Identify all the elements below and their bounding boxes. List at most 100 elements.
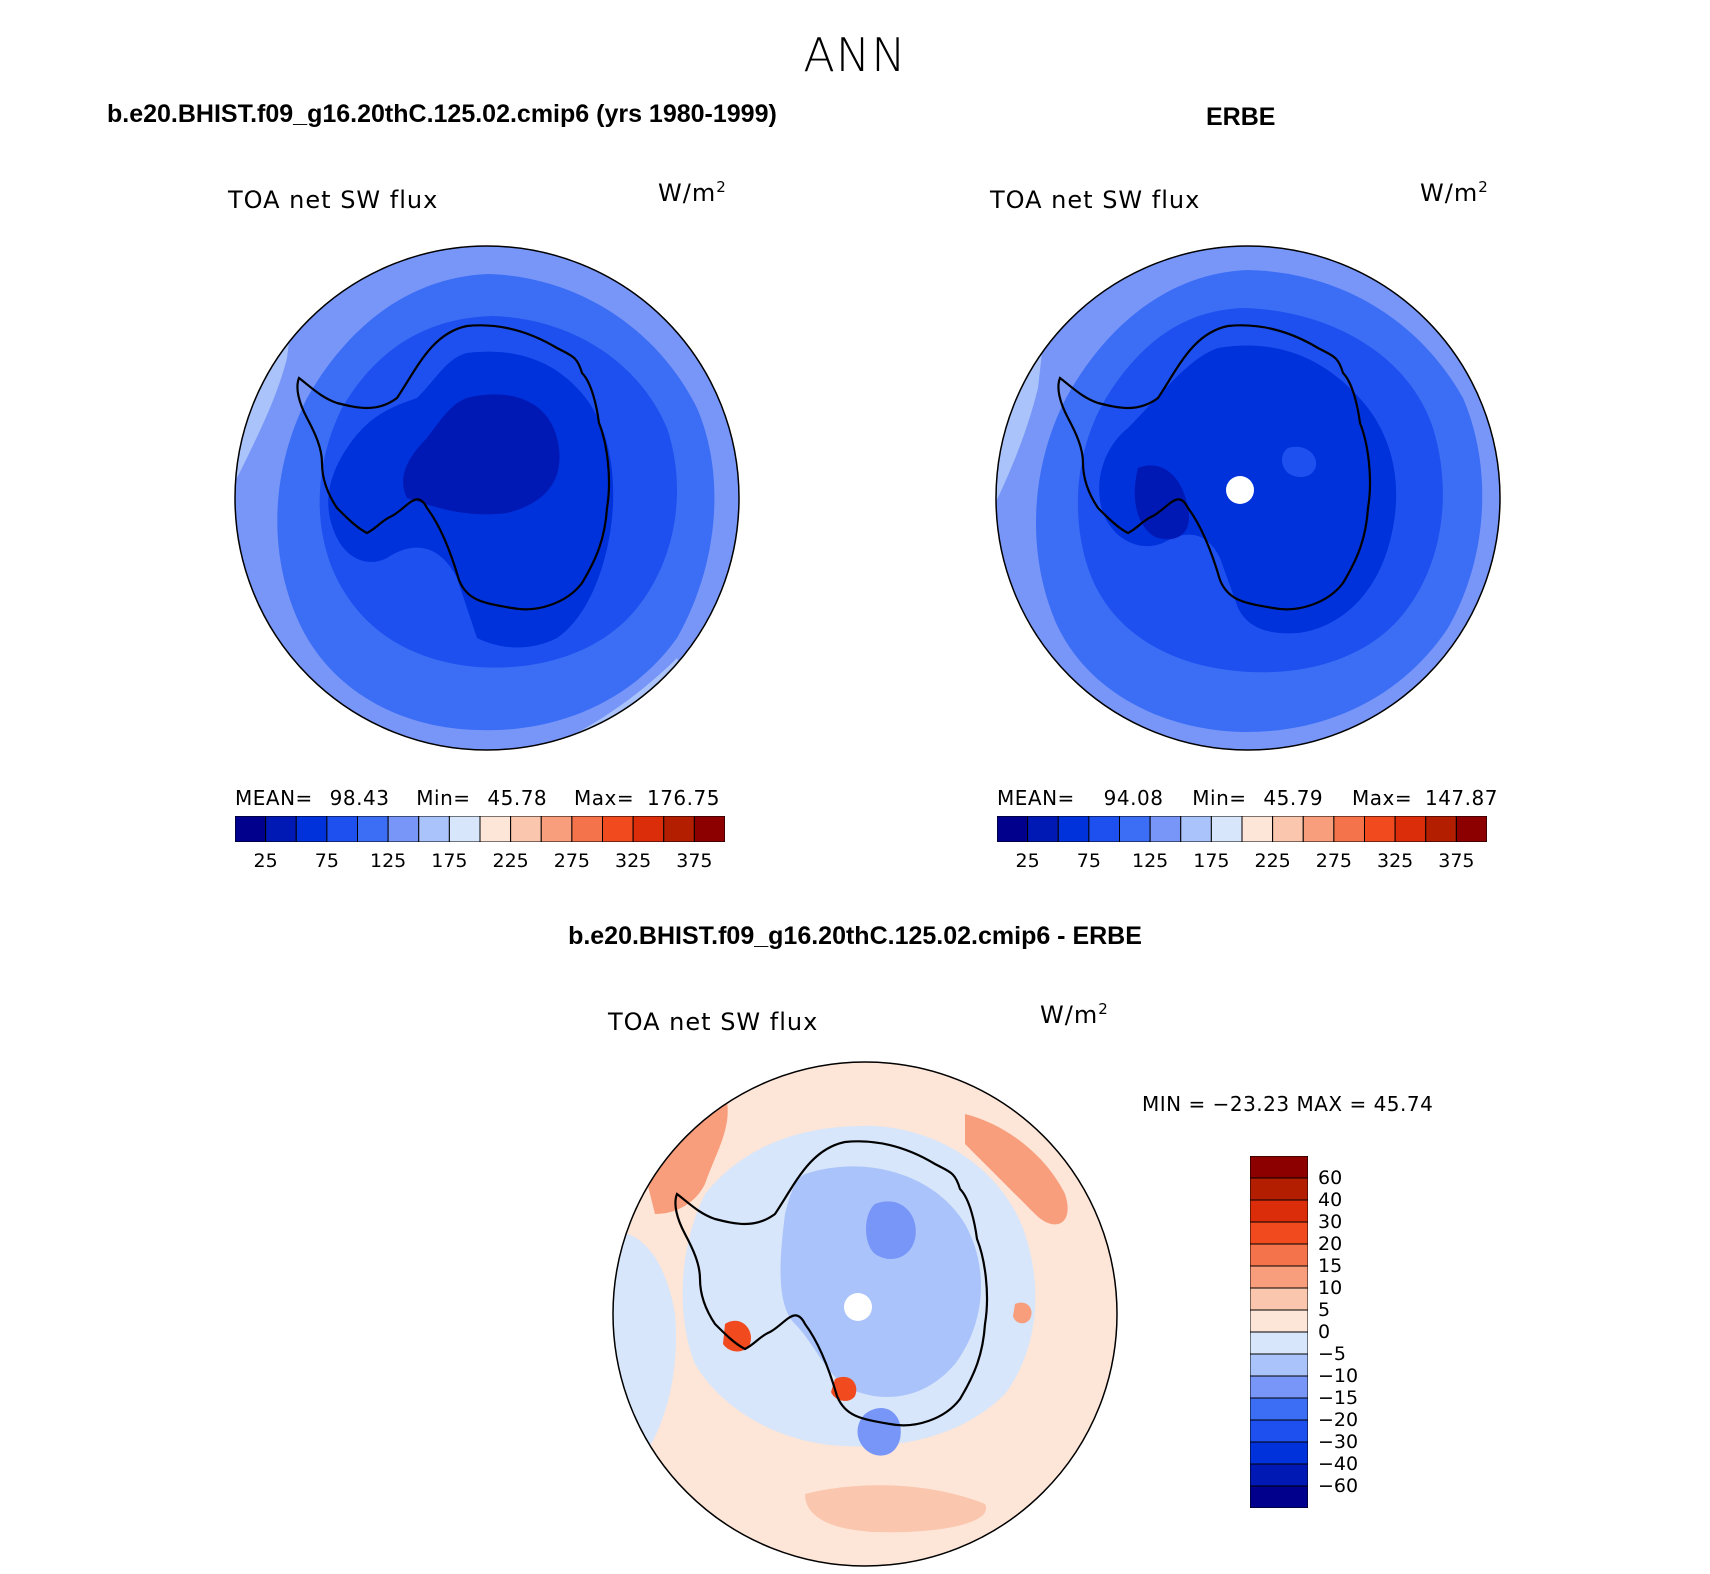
model-colorbar-swatch — [448, 816, 481, 842]
model-colorbar-swatch — [571, 816, 603, 842]
diff-units-label: W/m2 — [1040, 1000, 1109, 1029]
obs-deep-region — [1134, 465, 1189, 540]
model-colorbar-tick: 325 — [614, 850, 652, 872]
model-colorbar-tick: 275 — [553, 850, 591, 872]
model-colorbar-swatch — [510, 816, 542, 842]
obs-colorbar-tick: 75 — [1076, 850, 1101, 872]
model-colorbar-ticks: 25 75 125 175 225 275 325 375 — [235, 850, 725, 876]
diff-colorbar-tick: −30 — [1318, 1431, 1359, 1453]
obs-colorbar-tick: 25 — [1015, 850, 1040, 872]
obs-colorbar-swatch — [997, 816, 1029, 842]
diff-stats: MIN = −23.23 MAX = 45.74 — [1142, 1092, 1434, 1116]
diff-colorbar-swatch — [1250, 1353, 1308, 1377]
diff-mid-blue-interior — [780, 1166, 982, 1397]
model-min-value: 45.78 — [487, 786, 548, 810]
diff-colorbar-tick: −5 — [1318, 1343, 1347, 1365]
diff-coastline — [674, 1140, 989, 1427]
obs-colorbar-swatch — [1149, 816, 1182, 842]
diff-red-patch — [723, 1320, 751, 1352]
model-colorbar-swatch — [418, 816, 450, 842]
obs-colorbar-swatch — [1425, 816, 1457, 842]
diff-colorbar — [1250, 1156, 1308, 1508]
model-colorbar-swatch — [387, 816, 420, 842]
obs-colorbar-swatch — [1455, 816, 1487, 842]
model-mean-value: 98.43 — [329, 786, 390, 810]
obs-deep-region-2 — [1282, 446, 1317, 478]
diff-variable-label: TOA net SW flux — [608, 1008, 819, 1036]
diff-colorbar-tick: 5 — [1318, 1299, 1331, 1321]
diff-pole-hole — [844, 1293, 872, 1321]
diff-colorbar-swatch — [1250, 1156, 1308, 1179]
diff-panel-title: b.e20.BHIST.f09_g16.20thC.125.02.cmip6 -… — [568, 922, 1142, 950]
model-panel-title: b.e20.BHIST.f09_g16.20thC.125.02.cmip6 (… — [107, 100, 777, 128]
model-colorbar-swatch — [540, 816, 573, 842]
diff-colorbar-swatch — [1250, 1397, 1308, 1421]
model-variable-label: TOA net SW flux — [228, 186, 439, 214]
obs-colorbar-tick: 375 — [1438, 850, 1475, 872]
diff-colorbar-swatch — [1250, 1419, 1308, 1443]
diff-colorbar-swatch — [1250, 1309, 1308, 1333]
obs-colorbar-tick: 325 — [1376, 850, 1414, 872]
figure-title: ANN — [803, 28, 907, 82]
diff-colorbar-tick: −10 — [1318, 1365, 1359, 1387]
obs-colorbar-swatch — [1394, 816, 1427, 842]
model-colorbar-swatch — [632, 816, 665, 842]
diff-orange-east — [1013, 1302, 1032, 1324]
obs-colorbar-swatch — [1027, 816, 1059, 842]
model-max-value: 176.75 — [646, 786, 720, 810]
diff-orange-south — [805, 1485, 987, 1533]
diff-colorbar-swatch — [1250, 1221, 1308, 1245]
diff-colorbar-tick: 40 — [1318, 1189, 1343, 1211]
obs-panel-title: ERBE — [1206, 103, 1276, 131]
obs-colorbar-swatch — [1241, 816, 1274, 842]
diff-colorbar-tick: −40 — [1318, 1453, 1359, 1475]
diff-colorbar-swatch — [1250, 1441, 1308, 1465]
diff-colorbar-swatch — [1250, 1199, 1308, 1223]
obs-units-label: W/m2 — [1420, 178, 1489, 207]
obs-max-label: Max= — [1352, 786, 1413, 810]
model-units-label: W/m2 — [658, 178, 727, 207]
obs-colorbar-swatch — [1333, 816, 1365, 842]
obs-colorbar-tick: 175 — [1193, 850, 1230, 872]
diff-colorbar-tick: 15 — [1318, 1255, 1343, 1277]
obs-coastline — [1057, 324, 1372, 611]
obs-colorbar-swatch — [1302, 816, 1335, 842]
obs-pole-hole — [1226, 476, 1254, 504]
model-colorbar-tick: 375 — [676, 850, 713, 872]
diff-colorbar-swatch — [1250, 1177, 1308, 1201]
diff-colorbar-swatch — [1250, 1485, 1308, 1508]
obs-colorbar-swatch — [1180, 816, 1212, 842]
model-min-label: Min= — [416, 786, 471, 810]
model-stats: MEAN= 98.43 Min= 45.78 Max= 176.75 — [235, 786, 720, 810]
model-colorbar-swatch — [602, 816, 634, 842]
model-coastline — [296, 324, 611, 611]
diff-map — [612, 1061, 1118, 1567]
model-colorbar-tick: 25 — [253, 850, 278, 872]
diff-colorbar-tick: −15 — [1318, 1387, 1359, 1409]
model-colorbar-tick: 175 — [431, 850, 468, 872]
obs-colorbar — [997, 816, 1487, 842]
model-colorbar-swatch — [357, 816, 389, 842]
obs-mean-value: 94.08 — [1103, 786, 1164, 810]
obs-colorbar-tick: 125 — [1131, 850, 1169, 872]
diff-colorbar-swatch — [1250, 1375, 1308, 1399]
obs-colorbar-swatch — [1272, 816, 1304, 842]
model-colorbar-swatch — [235, 816, 267, 842]
obs-min-value: 45.79 — [1263, 786, 1324, 810]
diff-colorbar-swatch — [1250, 1331, 1308, 1355]
diff-colorbar-tick: 60 — [1318, 1167, 1343, 1189]
obs-map — [995, 245, 1501, 751]
diff-colorbar-swatch — [1250, 1265, 1308, 1289]
obs-mean-label: MEAN= — [997, 786, 1075, 810]
diff-orange-ne — [965, 1114, 1068, 1225]
obs-colorbar-swatch — [1119, 816, 1151, 842]
model-colorbar-tick: 125 — [369, 850, 407, 872]
obs-colorbar-swatch — [1057, 816, 1090, 842]
obs-colorbar-swatch — [1364, 816, 1396, 842]
model-colorbar-tick: 75 — [314, 850, 339, 872]
model-colorbar-swatch — [295, 816, 328, 842]
diff-colorbar-tick: 30 — [1318, 1211, 1343, 1233]
obs-colorbar-swatch — [1088, 816, 1120, 842]
diff-blue-patch — [866, 1201, 916, 1259]
model-colorbar-swatch — [479, 816, 512, 842]
